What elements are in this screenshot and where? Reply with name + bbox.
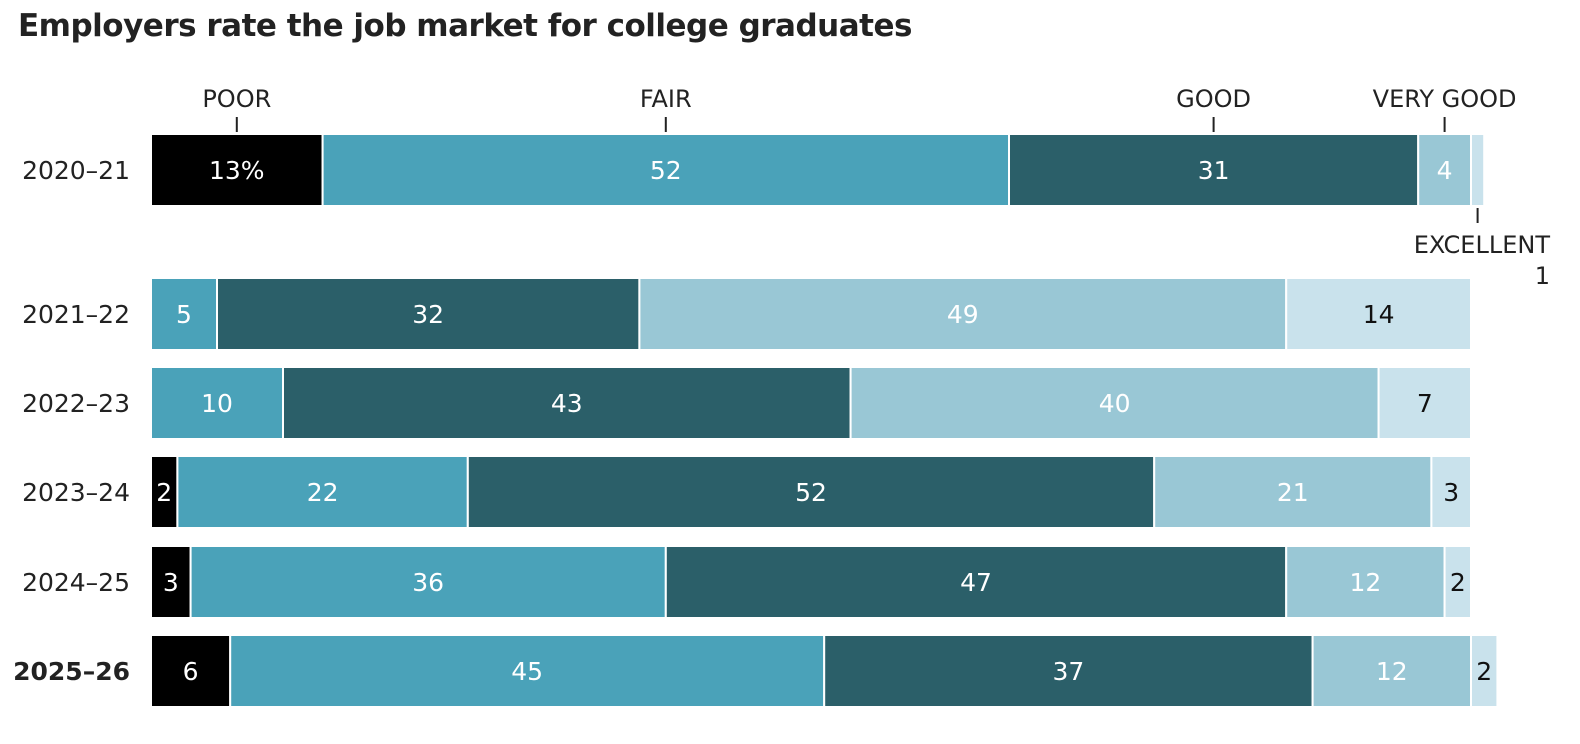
value-label-very-good-2020-21: 4 xyxy=(1437,156,1453,185)
value-label-excellent-2025-26: 2 xyxy=(1476,657,1492,686)
bar-good-2025-26 xyxy=(823,634,1314,708)
callout-label-fair: FAIR xyxy=(640,85,692,113)
value-label-very-good-2024-25: 12 xyxy=(1349,568,1381,597)
callout-label-poor: POOR xyxy=(202,85,271,113)
bar-excellent-2021-22 xyxy=(1285,277,1472,351)
value-label-very-good-2022-23: 40 xyxy=(1099,389,1131,418)
bar-excellent-2025-26 xyxy=(1470,634,1499,708)
bar-fair-2020-21 xyxy=(321,133,1011,207)
callout-label-good: GOOD xyxy=(1176,85,1251,113)
value-label-good-2025-26: 37 xyxy=(1052,657,1084,686)
value-label-poor-2023-24: 2 xyxy=(156,478,172,507)
value-label-very-good-2023-24: 21 xyxy=(1277,478,1309,507)
value-label-fair-2021-22: 5 xyxy=(176,300,192,329)
bar-fair-2022-23 xyxy=(150,366,284,440)
bar-very-good-2023-24 xyxy=(1153,455,1433,529)
value-label-fair-2024-25: 36 xyxy=(412,568,444,597)
bar-fair-2021-22 xyxy=(150,277,218,351)
bar-good-2024-25 xyxy=(664,545,1288,619)
value-label-fair-2020-21: 52 xyxy=(650,156,682,185)
value-label-poor-2025-26: 6 xyxy=(183,657,199,686)
bar-fair-2025-26 xyxy=(229,634,826,708)
bar-fair-2024-25 xyxy=(189,545,667,619)
bar-good-2023-24 xyxy=(466,455,1156,529)
bar-fair-2023-24 xyxy=(176,455,469,529)
callout-label-very_good: VERY GOOD xyxy=(1373,85,1517,113)
bar-excellent-2020-21 xyxy=(1470,133,1486,207)
bar-excellent-2024-25 xyxy=(1443,545,1472,619)
category-label-2021-22: 2021–22 xyxy=(22,300,130,329)
value-label-good-2022-23: 43 xyxy=(551,389,583,418)
bar-poor-2020-21 xyxy=(150,133,324,207)
bar-very-good-2021-22 xyxy=(638,277,1288,351)
bar-poor-2023-24 xyxy=(150,455,179,529)
value-label-poor-2020-21: 13% xyxy=(209,156,265,185)
chart-title: Employers rate the job market for colleg… xyxy=(18,8,912,44)
value-label-good-2020-21: 31 xyxy=(1198,156,1230,185)
value-label-fair-2023-24: 22 xyxy=(307,478,339,507)
bar-very-good-2020-21 xyxy=(1417,133,1472,207)
category-label-2025-26: 2025–26 xyxy=(13,657,130,686)
value-label-excellent-2021-22: 14 xyxy=(1363,300,1395,329)
value-label-good-2021-22: 32 xyxy=(412,300,444,329)
bar-very-good-2022-23 xyxy=(849,366,1380,440)
bar-excellent-2023-24 xyxy=(1430,455,1473,529)
bar-very-good-2024-25 xyxy=(1285,545,1446,619)
value-label-poor-2024-25: 3 xyxy=(163,568,179,597)
value-label-fair-2025-26: 45 xyxy=(511,657,543,686)
value-label-good-2024-25: 47 xyxy=(960,568,992,597)
value-label-very-good-2025-26: 12 xyxy=(1376,657,1408,686)
value-label-fair-2022-23: 10 xyxy=(201,389,233,418)
bar-excellent-2022-23 xyxy=(1377,366,1472,440)
bar-poor-2025-26 xyxy=(150,634,232,708)
bar-poor-2024-25 xyxy=(150,545,192,619)
callout-value-excellent: 1 xyxy=(1535,262,1550,290)
category-label-2024-25: 2024–25 xyxy=(22,568,130,597)
value-label-excellent-2024-25: 2 xyxy=(1450,568,1466,597)
value-label-excellent-2023-24: 3 xyxy=(1443,478,1459,507)
category-label-2022-23: 2022–23 xyxy=(22,389,130,418)
bar-good-2022-23 xyxy=(282,366,852,440)
bar-good-2020-21 xyxy=(1008,133,1420,207)
bar-good-2021-22 xyxy=(216,277,641,351)
category-label-2020-21: 2020–21 xyxy=(22,156,130,185)
value-label-good-2023-24: 52 xyxy=(795,478,827,507)
bar-very-good-2025-26 xyxy=(1311,634,1472,708)
value-label-very-good-2021-22: 49 xyxy=(947,300,979,329)
value-label-excellent-2022-23: 7 xyxy=(1417,389,1433,418)
callout-label-excellent: EXCELLENT xyxy=(1414,231,1551,259)
category-label-2023-24: 2023–24 xyxy=(22,478,130,507)
